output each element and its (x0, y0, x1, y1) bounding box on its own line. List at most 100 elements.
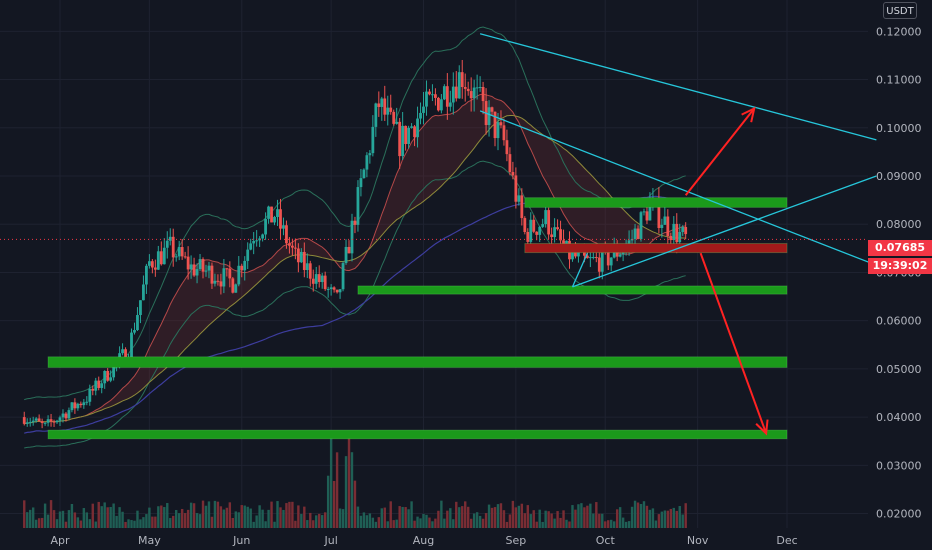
candle-body (296, 248, 300, 263)
volume-bar (192, 503, 196, 528)
volume-bar (246, 506, 249, 528)
candle-body (660, 224, 664, 229)
x-tick-label: Jul (323, 534, 337, 547)
candle-body (133, 330, 136, 333)
y-tick-label: 0.03000 (876, 459, 922, 472)
candle-body (225, 268, 229, 270)
volume-bar (618, 507, 622, 528)
volume-bar (222, 509, 226, 528)
volume-bar (437, 510, 440, 528)
candle-body (282, 225, 285, 229)
volume-bar (446, 510, 449, 528)
candle-body (350, 220, 354, 254)
volume-bar (160, 505, 163, 528)
volume-bar (621, 517, 625, 528)
volume-bar (422, 513, 425, 528)
volume-bar (607, 520, 610, 528)
volume-bar (532, 510, 535, 528)
candle-body (663, 216, 667, 225)
candle-body (264, 218, 267, 235)
candle-body (669, 235, 673, 241)
trendlines[interactable] (0, 33, 877, 436)
candle-body (124, 349, 127, 362)
volume-bar (452, 519, 455, 528)
candle-body (246, 249, 250, 261)
volume-bar (404, 507, 407, 528)
volume-bar (341, 509, 345, 528)
x-tick-label: Apr (50, 534, 70, 547)
volume-bar (478, 515, 482, 528)
support-zone (47, 429, 788, 440)
volume-bar (169, 518, 172, 528)
volume-bar (535, 521, 538, 528)
candle-body (434, 94, 437, 98)
volume-bar (458, 507, 461, 528)
candle-body (681, 226, 685, 233)
volume-bar (163, 507, 166, 528)
volume-bar (276, 501, 279, 528)
candle-body (571, 250, 574, 260)
candle-body (466, 88, 470, 92)
volume-bar (323, 512, 327, 528)
volume-bar (282, 509, 285, 528)
candle-body (353, 220, 357, 225)
volume-bar (455, 501, 458, 528)
candle-body (28, 422, 32, 424)
volume-bar (31, 507, 35, 528)
zones[interactable] (47, 197, 788, 440)
volume-bar (565, 519, 568, 528)
volume-bar (636, 502, 640, 528)
candles (22, 59, 688, 429)
y-tick-label: 0.11000 (876, 74, 922, 87)
candle-body (31, 420, 35, 423)
currency-badge[interactable]: USDT (883, 2, 917, 19)
candle-body (177, 247, 181, 257)
volume-bar (121, 511, 124, 528)
volume-bar (472, 513, 476, 528)
candle-body (55, 420, 59, 423)
candle-body (85, 401, 89, 403)
volume-bar (544, 510, 547, 528)
volume-bar (484, 513, 488, 528)
candle-body (267, 206, 270, 219)
volume-bar (443, 518, 446, 528)
candle-body (49, 419, 53, 422)
volume-bar (237, 512, 240, 528)
volume-bar (338, 508, 342, 528)
candle-body (425, 91, 428, 107)
candle-body (359, 178, 363, 188)
volume-bar (401, 506, 404, 528)
candle-body (43, 422, 47, 424)
candle-body (243, 260, 247, 271)
candle-body (150, 261, 154, 268)
volume-bar (82, 508, 86, 528)
volume-bar (520, 503, 524, 528)
candle-body (76, 403, 80, 409)
volume-bar (624, 521, 628, 528)
candle-body (502, 125, 506, 141)
volume-bar (335, 452, 339, 528)
candle-body (338, 289, 342, 293)
candle-body (37, 418, 41, 422)
volume-bar (461, 506, 464, 528)
volume-bar (213, 500, 217, 528)
volume-bar (243, 505, 246, 528)
candle-body (73, 402, 77, 409)
volume-bar (175, 509, 178, 528)
volume-bar (589, 503, 592, 528)
volume-bar (395, 519, 398, 528)
candle-body (675, 223, 679, 243)
candle-body (499, 122, 503, 126)
candle-body (460, 72, 464, 88)
candle-body (22, 417, 26, 424)
candle-body (228, 268, 232, 279)
volume-bar (166, 503, 169, 528)
candle-body (198, 259, 202, 270)
volume-bar (267, 509, 270, 528)
candle-body (121, 349, 124, 354)
volume-bar (332, 480, 336, 528)
volume-bar (610, 519, 613, 528)
candle-body (550, 234, 554, 238)
candle-body (398, 121, 402, 157)
